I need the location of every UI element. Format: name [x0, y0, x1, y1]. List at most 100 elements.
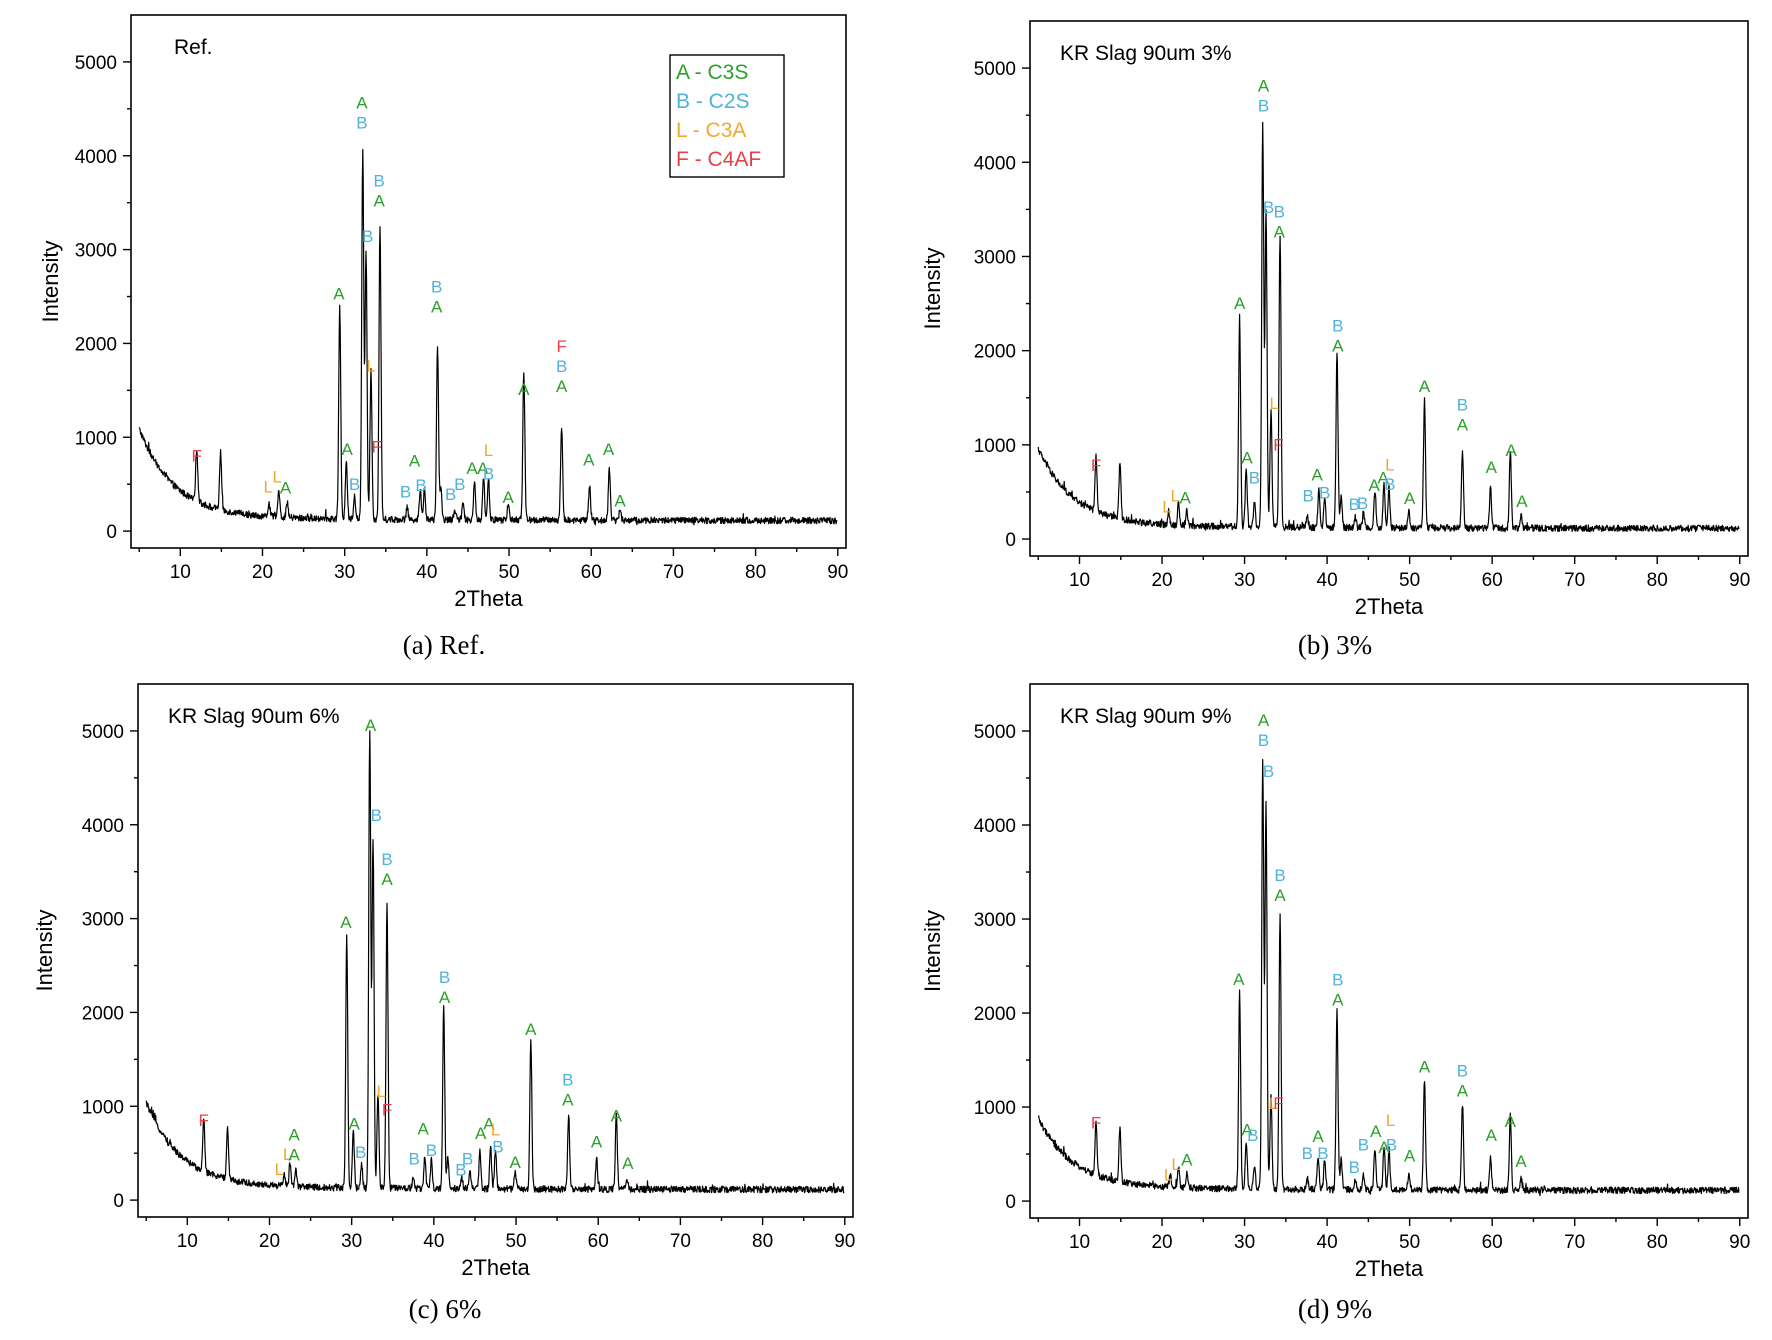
peak-label-B: B [1258, 96, 1269, 115]
peak-label-B: B [371, 806, 382, 825]
peak-label-B: B [562, 1070, 573, 1089]
x-axis-title: 2Theta [461, 1255, 530, 1280]
panel-title: KR Slag 90um 9% [1060, 705, 1232, 728]
y-tick-label: 4000 [974, 153, 1016, 174]
y-axis-title: Intensity [38, 241, 63, 323]
peak-label-F: F [372, 437, 382, 456]
peak-label-F: F [1273, 436, 1283, 455]
peak-label-A: A [1274, 223, 1286, 242]
x-tick-label: 40 [416, 562, 437, 583]
peak-label-A: A [1419, 1057, 1431, 1076]
x-tick-label: 80 [745, 562, 766, 583]
y-tick-label: 5000 [974, 722, 1016, 743]
peak-label-A: A [341, 440, 353, 459]
peak-label-A: A [466, 459, 478, 478]
peak-label-A: A [1241, 1120, 1253, 1139]
y-tick-label: 3000 [974, 910, 1016, 931]
peak-label-L: L [484, 441, 493, 460]
x-tick-label: 80 [1647, 1232, 1668, 1253]
x-tick-label: 20 [259, 1231, 280, 1252]
peak-label-B: B [355, 1143, 366, 1162]
peak-label-B: B [1457, 1062, 1468, 1081]
x-axis-title: 2Theta [1355, 1256, 1424, 1281]
peak-label-L: L [1270, 394, 1279, 413]
peak-label-A: A [418, 1119, 430, 1138]
x-axis-title: 2Theta [454, 586, 523, 611]
peak-label-B: B [374, 171, 385, 190]
peak-label-B: B [1302, 1144, 1313, 1163]
peak-label-A: A [477, 459, 489, 478]
peak-label-F: F [192, 447, 202, 466]
peak-label-B: B [439, 968, 450, 987]
peak-label-F: F [1273, 1094, 1283, 1113]
peak-label-B: B [1247, 1126, 1258, 1145]
x-tick-label: 10 [170, 562, 191, 583]
peak-label-A: A [1181, 1150, 1193, 1169]
y-tick-label: 0 [1005, 530, 1016, 551]
peak-label-A: A [288, 1126, 300, 1145]
y-axis-title: Intensity [920, 910, 945, 992]
peak-label-B: B [1332, 971, 1343, 990]
legend-entry-L: L - C3A [676, 119, 746, 142]
x-tick-label: 80 [752, 1231, 773, 1252]
y-tick-label: 1000 [82, 1097, 124, 1118]
x-tick-label: 10 [1069, 570, 1090, 591]
peak-label-F: F [199, 1111, 209, 1130]
peak-label-A: A [1486, 458, 1498, 477]
peak-label-A: A [1457, 1082, 1469, 1101]
xrd-trace [145, 730, 845, 1194]
peak-label-B: B [1349, 1158, 1360, 1177]
peak-label-F: F [556, 337, 566, 356]
peak-label-A: A [518, 380, 530, 399]
peak-label-L: L [366, 357, 375, 376]
x-tick-label: 30 [1234, 570, 1255, 591]
x-tick-label: 30 [334, 562, 355, 583]
peak-label-B: B [426, 1141, 437, 1160]
peak-label-A: A [280, 479, 292, 498]
peak-label-B: B [349, 475, 360, 494]
peak-label-A: A [503, 488, 515, 507]
y-tick-label: 2000 [82, 1003, 124, 1024]
peak-label-B: B [1263, 198, 1274, 217]
x-tick-label: 30 [341, 1231, 362, 1252]
peak-label-A: A [374, 191, 386, 210]
y-tick-label: 3000 [82, 910, 124, 931]
peak-label-B: B [400, 482, 411, 501]
peak-label-A: A [583, 450, 595, 469]
peak-label-B: B [454, 475, 465, 494]
legend-entry-F: F - C4AF [676, 148, 761, 171]
peak-label-A: A [1332, 337, 1344, 356]
peak-label-F: F [382, 1101, 392, 1120]
peak-label-B: B [1358, 1135, 1369, 1154]
peak-label-B: B [415, 476, 426, 495]
peak-label-B: B [362, 227, 373, 246]
x-tick-label: 60 [581, 562, 602, 583]
y-tick-label: 5000 [974, 59, 1016, 80]
peak-label-B: B [1349, 495, 1360, 514]
x-tick-label: 10 [177, 1231, 198, 1252]
peak-label-A: A [1258, 76, 1270, 95]
peak-label-L: L [273, 467, 282, 486]
peak-label-A: A [1233, 970, 1245, 989]
peak-label-A: A [1419, 377, 1431, 396]
y-tick-label: 3000 [974, 247, 1016, 268]
peak-label-B: B [1249, 468, 1260, 487]
x-tick-label: 50 [498, 562, 519, 583]
x-tick-label: 60 [1482, 570, 1503, 591]
panel-title: KR Slag 90um 6% [168, 705, 340, 728]
peak-label-A: A [1404, 1147, 1416, 1166]
peak-label-F: F [1091, 1114, 1101, 1133]
peak-label-L: L [1162, 498, 1171, 517]
peak-label-A: A [1486, 1126, 1498, 1145]
y-tick-label: 1000 [974, 1098, 1016, 1119]
peak-label-A: A [431, 297, 443, 316]
x-tick-label: 90 [1729, 1232, 1750, 1253]
plot-frame [137, 683, 854, 1218]
y-tick-label: 3000 [75, 241, 117, 262]
peak-label-A: A [1312, 1127, 1324, 1146]
y-tick-label: 4000 [974, 816, 1016, 837]
peak-label-B: B [1274, 203, 1285, 222]
y-tick-label: 4000 [75, 147, 117, 168]
plot-frame [1029, 20, 1749, 557]
y-tick-label: 2000 [75, 334, 117, 355]
